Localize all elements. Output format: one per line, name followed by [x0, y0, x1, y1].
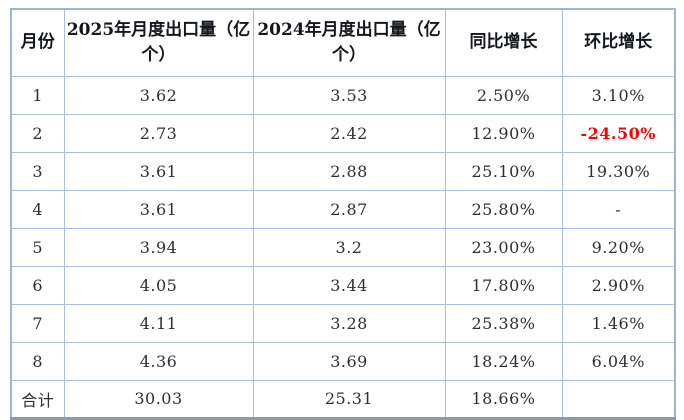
- cell-month: 1: [10, 75, 65, 115]
- table-row: 4 3.61 2.87 25.80% -: [10, 189, 676, 229]
- cell-yoy-growth: 25.38%: [444, 303, 563, 343]
- cell-mom-growth: 19.30%: [561, 151, 676, 191]
- cell-export-2025: 4.36: [63, 341, 254, 381]
- cell-month: 2: [10, 113, 65, 153]
- cell-export-2025: 3.62: [63, 75, 254, 115]
- cell-export-2024: 3.53: [252, 75, 446, 115]
- cell-mom-growth-negative: -24.50%: [561, 113, 676, 153]
- table-row: 8 4.36 3.69 18.24% 6.04%: [10, 341, 676, 381]
- cell-month: 6: [10, 265, 65, 305]
- table-row-total: 合计 30.03 25.31 18.66%: [10, 379, 676, 419]
- cell-export-2025: 4.11: [63, 303, 254, 343]
- cell-yoy-growth: 18.24%: [444, 341, 563, 381]
- cell-month: 7: [10, 303, 65, 343]
- col-header-export-2025: 2025年月度出口量（亿个）: [63, 8, 254, 77]
- cell-month: 3: [10, 151, 65, 191]
- table-row: 1 3.62 3.53 2.50% 3.10%: [10, 75, 676, 115]
- cell-month: 8: [10, 341, 65, 381]
- cell-month: 4: [10, 189, 65, 229]
- cell-total-label: 合计: [10, 379, 65, 419]
- cell-yoy-growth: 2.50%: [444, 75, 563, 115]
- cell-export-2024: 3.44: [252, 265, 446, 305]
- cell-total-mom-growth-empty: [561, 379, 676, 419]
- cell-export-2024: 3.69: [252, 341, 446, 381]
- cell-yoy-growth: 17.80%: [444, 265, 563, 305]
- cell-mom-growth: 3.10%: [561, 75, 676, 115]
- cell-export-2025: 3.61: [63, 189, 254, 229]
- table-row: 3 3.61 2.88 25.10% 19.30%: [10, 151, 676, 191]
- cell-export-2024: 2.87: [252, 189, 446, 229]
- cell-total-export-2025: 30.03: [63, 379, 254, 419]
- table-row: 6 4.05 3.44 17.80% 2.90%: [10, 265, 676, 305]
- col-header-mom-growth: 环比增长: [561, 8, 676, 77]
- table-header: 月份 2025年月度出口量（亿个） 2024年月度出口量（亿个） 同比增长 环比…: [10, 8, 676, 77]
- table-row: 7 4.11 3.28 25.38% 1.46%: [10, 303, 676, 343]
- header-row: 月份 2025年月度出口量（亿个） 2024年月度出口量（亿个） 同比增长 环比…: [10, 8, 676, 77]
- table-body: 1 3.62 3.53 2.50% 3.10% 2 2.73 2.42 12.9…: [10, 75, 676, 419]
- cell-export-2024: 2.42: [252, 113, 446, 153]
- table-row: 2 2.73 2.42 12.90% -24.50%: [10, 113, 676, 153]
- cell-yoy-growth: 23.00%: [444, 227, 563, 267]
- col-header-export-2024: 2024年月度出口量（亿个）: [252, 8, 446, 77]
- cell-mom-growth: 6.04%: [561, 341, 676, 381]
- cell-export-2025: 3.94: [63, 227, 254, 267]
- cell-export-2024: 3.28: [252, 303, 446, 343]
- cell-yoy-growth: 12.90%: [444, 113, 563, 153]
- cell-total-yoy-growth: 18.66%: [444, 379, 563, 419]
- cell-total-export-2024: 25.31: [252, 379, 446, 419]
- cell-yoy-growth: 25.80%: [444, 189, 563, 229]
- col-header-month: 月份: [10, 8, 65, 77]
- cell-export-2024: 2.88: [252, 151, 446, 191]
- cell-month: 5: [10, 227, 65, 267]
- cell-export-2025: 2.73: [63, 113, 254, 153]
- cell-mom-growth: 9.20%: [561, 227, 676, 267]
- cell-export-2025: 4.05: [63, 265, 254, 305]
- monthly-export-table: 月份 2025年月度出口量（亿个） 2024年月度出口量（亿个） 同比增长 环比…: [10, 8, 676, 420]
- cell-export-2025: 3.61: [63, 151, 254, 191]
- cell-mom-growth: 1.46%: [561, 303, 676, 343]
- cell-export-2024: 3.2: [252, 227, 446, 267]
- cell-mom-growth: 2.90%: [561, 265, 676, 305]
- table-row: 5 3.94 3.2 23.00% 9.20%: [10, 227, 676, 267]
- cell-yoy-growth: 25.10%: [444, 151, 563, 191]
- cell-mom-growth-dash: -: [561, 189, 676, 229]
- col-header-yoy-growth: 同比增长: [444, 8, 563, 77]
